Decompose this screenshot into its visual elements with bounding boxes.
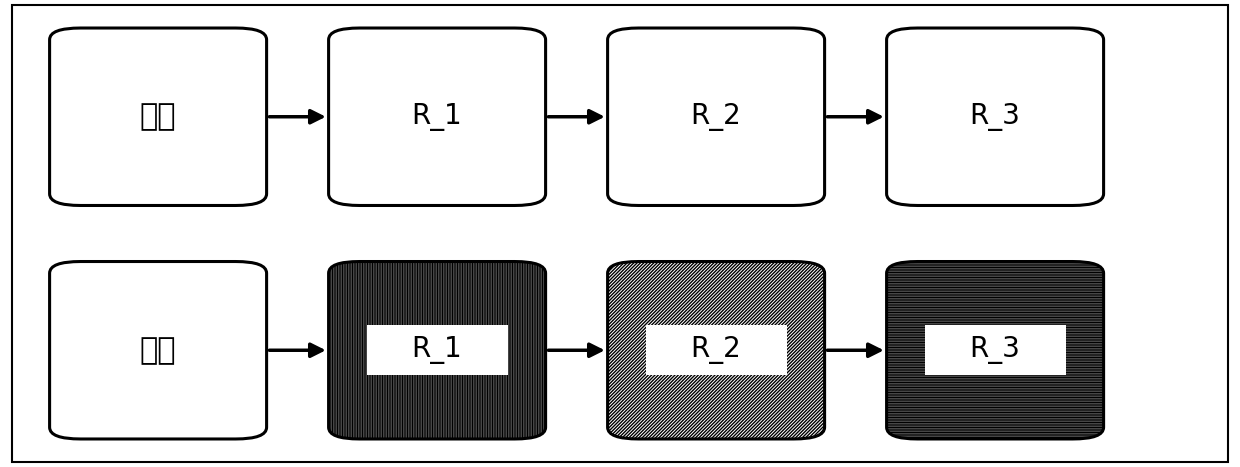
FancyBboxPatch shape: [608, 262, 825, 439]
Text: R_2: R_2: [691, 336, 742, 364]
Text: R_1: R_1: [412, 103, 463, 131]
FancyBboxPatch shape: [50, 28, 267, 205]
Bar: [367, 325, 507, 375]
Bar: [925, 325, 1065, 375]
Text: R_1: R_1: [412, 336, 463, 364]
FancyBboxPatch shape: [329, 28, 546, 205]
FancyBboxPatch shape: [50, 262, 267, 439]
Text: R_3: R_3: [970, 103, 1021, 131]
FancyBboxPatch shape: [329, 262, 546, 439]
Text: R_3: R_3: [970, 336, 1021, 364]
Text: 请求: 请求: [140, 102, 176, 131]
FancyBboxPatch shape: [887, 262, 1104, 439]
FancyBboxPatch shape: [887, 28, 1104, 205]
Text: R_2: R_2: [691, 103, 742, 131]
FancyBboxPatch shape: [608, 28, 825, 205]
Bar: [646, 325, 786, 375]
Text: 请求: 请求: [140, 336, 176, 365]
